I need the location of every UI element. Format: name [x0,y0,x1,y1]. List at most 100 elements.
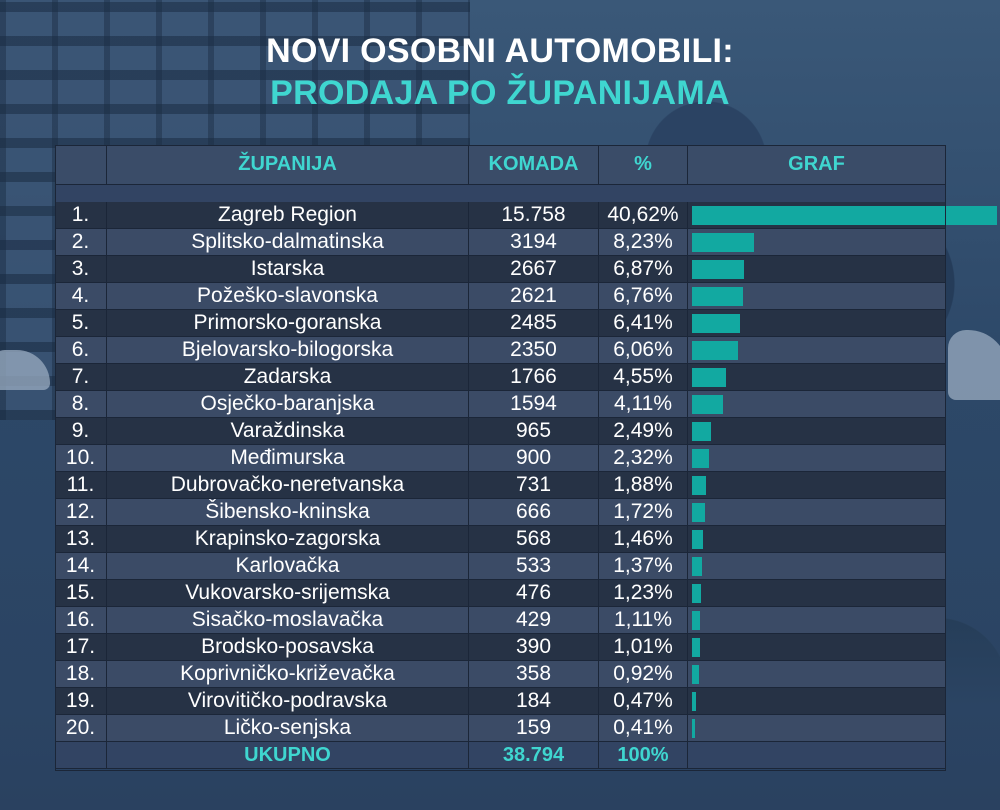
percent-bar [692,233,754,252]
row-percent: 1,23% [599,580,688,607]
row-county: Koprivničko-križevačka [107,661,469,688]
row-rank: 6. [55,337,107,364]
row-percent: 40,62% [599,202,688,229]
row-graph-cell [688,310,946,337]
percent-bar [692,530,703,549]
row-graph-cell [688,634,946,661]
percent-bar [692,476,706,495]
row-graph-cell [688,418,946,445]
row-count: 1766 [469,364,599,391]
percent-bar [692,395,723,414]
row-rank: 9. [55,418,107,445]
percent-bar [692,584,701,603]
row-rank: 8. [55,391,107,418]
row-county: Šibensko-kninska [107,499,469,526]
row-percent: 8,23% [599,229,688,256]
row-percent: 2,49% [599,418,688,445]
background-car-right [948,330,1000,400]
table-row: 13. Krapinsko-zagorska 568 1,46% [55,526,946,553]
table-row: 2. Splitsko-dalmatinska 3194 8,23% [55,229,946,256]
row-count: 390 [469,634,599,661]
row-graph-cell [688,688,946,715]
row-percent: 1,46% [599,526,688,553]
title-line1: NOVI OSOBNI AUTOMOBILI: [266,32,734,70]
row-county: Sisačko-moslavačka [107,607,469,634]
table-total-row: UKUPNO 38.794 100% [55,742,946,769]
row-percent: 0,47% [599,688,688,715]
row-count: 900 [469,445,599,472]
percent-bar [692,692,696,711]
header-count: KOMADA [469,145,599,185]
row-graph-cell [688,391,946,418]
header-rank [55,145,107,185]
table-header-row: ŽUPANIJA KOMADA % GRAF [55,145,946,185]
row-graph-cell [688,553,946,580]
table-row: 18. Koprivničko-križevačka 358 0,92% [55,661,946,688]
table-row: 5. Primorsko-goranska 2485 6,41% [55,310,946,337]
percent-bar [692,503,705,522]
row-county: Bjelovarsko-bilogorska [107,337,469,364]
percent-bar [692,314,740,333]
table-row: 19. Virovitičko-podravska 184 0,47% [55,688,946,715]
row-county: Požeško-slavonska [107,283,469,310]
table-row: 17. Brodsko-posavska 390 1,01% [55,634,946,661]
row-rank: 4. [55,283,107,310]
row-rank: 3. [55,256,107,283]
row-rank: 13. [55,526,107,553]
row-county: Osječko-baranjska [107,391,469,418]
row-percent: 0,41% [599,715,688,742]
row-percent: 1,37% [599,553,688,580]
row-count: 666 [469,499,599,526]
table-row: 7. Zadarska 1766 4,55% [55,364,946,391]
total-count: 38.794 [469,742,599,769]
table-row: 20. Ličko-senjska 159 0,41% [55,715,946,742]
row-count: 3194 [469,229,599,256]
row-rank: 18. [55,661,107,688]
row-county: Ličko-senjska [107,715,469,742]
row-rank: 2. [55,229,107,256]
table-row: 6. Bjelovarsko-bilogorska 2350 6,06% [55,337,946,364]
row-county: Varaždinska [107,418,469,445]
row-percent: 6,76% [599,283,688,310]
table-row: 10. Međimurska 900 2,32% [55,445,946,472]
row-count: 2621 [469,283,599,310]
row-graph-cell [688,337,946,364]
row-count: 184 [469,688,599,715]
row-count: 2667 [469,256,599,283]
row-graph-cell [688,715,946,742]
total-percent: 100% [599,742,688,769]
row-rank: 19. [55,688,107,715]
row-rank: 10. [55,445,107,472]
row-count: 15.758 [469,202,599,229]
row-count: 358 [469,661,599,688]
header-spacer [55,185,946,202]
header-county: ŽUPANIJA [107,145,469,185]
table-row: 1. Zagreb Region 15.758 40,62% [55,202,997,229]
percent-bar [692,638,700,657]
row-graph-cell [688,472,946,499]
row-graph-cell [688,499,946,526]
table-row: 4. Požeško-slavonska 2621 6,76% [55,283,946,310]
header-graph: GRAF [688,145,946,185]
percent-bar [692,260,744,279]
table-row: 14. Karlovačka 533 1,37% [55,553,946,580]
row-percent: 1,11% [599,607,688,634]
row-rank: 5. [55,310,107,337]
total-graph-cell [688,742,946,769]
table-row: 16. Sisačko-moslavačka 429 1,11% [55,607,946,634]
row-county: Virovitičko-podravska [107,688,469,715]
row-rank: 17. [55,634,107,661]
row-count: 159 [469,715,599,742]
row-count: 2350 [469,337,599,364]
percent-bar [692,557,702,576]
row-percent: 0,92% [599,661,688,688]
table-row: 9. Varaždinska 965 2,49% [55,418,946,445]
row-percent: 2,32% [599,445,688,472]
row-rank: 11. [55,472,107,499]
table-row: 12. Šibensko-kninska 666 1,72% [55,499,946,526]
row-count: 533 [469,553,599,580]
row-percent: 4,11% [599,391,688,418]
percent-bar [692,449,709,468]
row-graph-cell [688,229,946,256]
percent-bar [692,368,726,387]
